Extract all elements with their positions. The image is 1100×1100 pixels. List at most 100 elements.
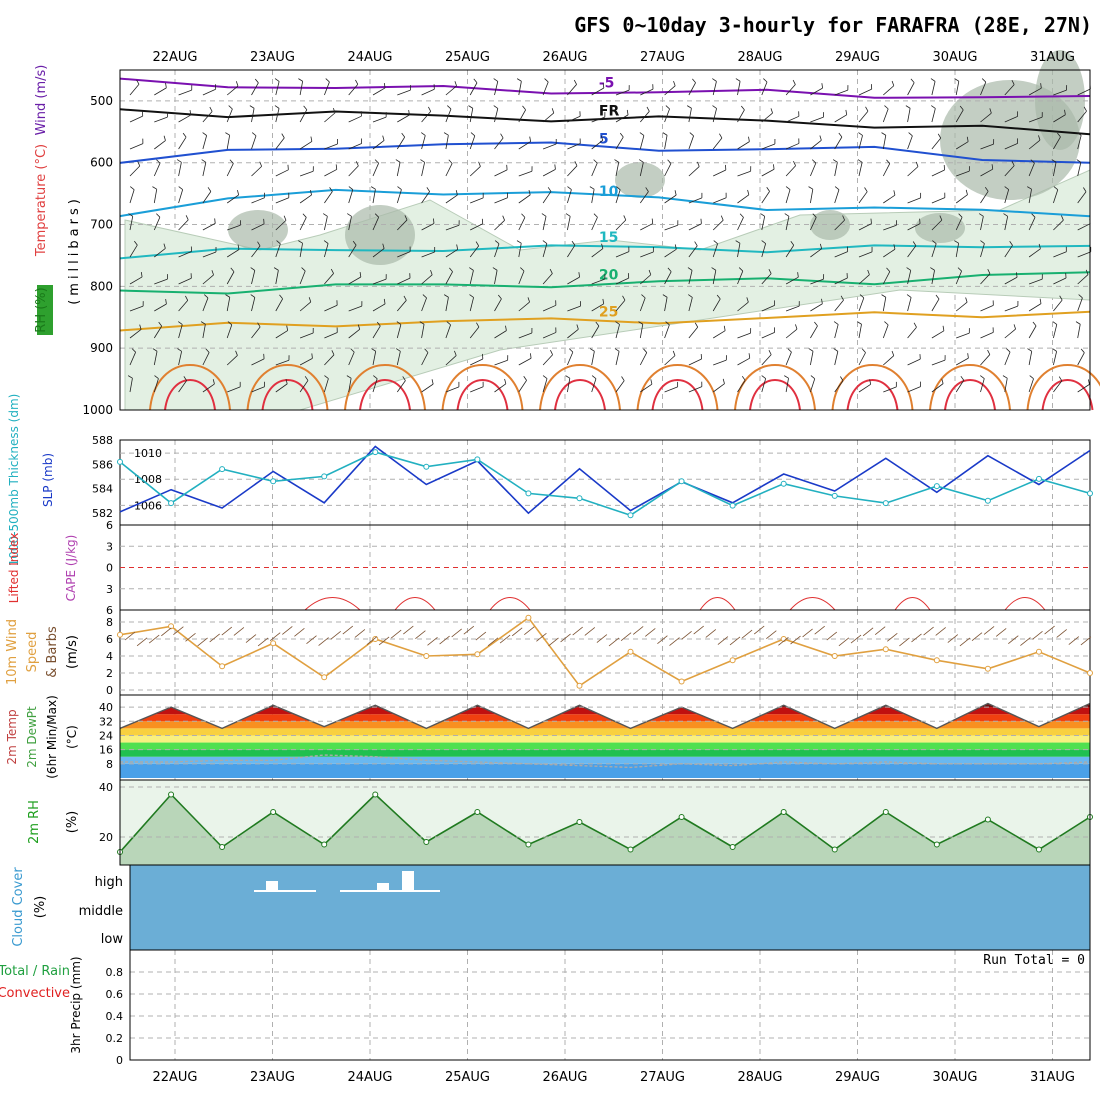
wind-barb-flag (760, 213, 765, 217)
wind-barb-flag (814, 321, 818, 327)
wind-barb (1004, 351, 1011, 366)
wind-barb (542, 273, 553, 285)
wind-barb-flag (230, 267, 235, 273)
date-label-top: 26AUG (542, 50, 587, 65)
wind-barb-flag (209, 106, 213, 112)
wind-barb (956, 170, 970, 177)
wind-barb (980, 243, 985, 258)
wind-barb-flag (207, 187, 212, 192)
wind-barb (1028, 248, 1041, 258)
temp-band (120, 756, 1090, 764)
wind-barb (955, 141, 969, 150)
wind-speed-line-point (729, 657, 736, 664)
wind-barb (834, 299, 844, 312)
wind-barb (883, 194, 896, 204)
wind-barb (251, 358, 265, 366)
wind-barb-flag (861, 348, 866, 353)
wind-barb-flag (694, 322, 699, 328)
date-label-top: 27AUG (640, 50, 685, 65)
wind-barb (542, 354, 553, 366)
wind-barb (275, 169, 289, 177)
wind-barb-flag (323, 240, 329, 244)
wind-barb-10m (802, 628, 813, 638)
wind-barb-flag (1002, 375, 1008, 379)
wind-barb (980, 168, 993, 177)
wind-barb (688, 82, 696, 96)
wind-barb-10m (645, 628, 656, 637)
wind-barb-flag (189, 110, 192, 116)
wind-barb-flag (667, 267, 672, 272)
wind-barb-10m (935, 627, 946, 636)
wind-barb-10m (282, 626, 293, 635)
wind-barb-10m (838, 637, 850, 647)
wind-barb-flag (402, 376, 406, 381)
wind-barb (154, 278, 168, 285)
wind-barb (518, 380, 527, 393)
thickness-line-point (576, 495, 583, 502)
wind-barb (494, 298, 502, 312)
wind-barb-flag (865, 106, 869, 112)
wind-barb (178, 380, 187, 393)
isotherm-35 (1041, 379, 1094, 411)
rh-line-point (984, 816, 991, 823)
wind-barb (129, 143, 144, 150)
wind-barb-flag (259, 161, 263, 167)
wind-barb-10m (778, 636, 789, 646)
wind-barb (737, 217, 744, 231)
wind-barb-flag (308, 297, 312, 303)
wind-barb (907, 223, 921, 231)
wind-barb-flag (547, 187, 552, 192)
wind-barb (1053, 277, 1067, 285)
wind-barb-flag (738, 267, 744, 272)
wind-barb-flag (228, 105, 233, 110)
wind-barb-10m (632, 626, 644, 635)
wind-barb-flag (797, 272, 799, 278)
wind-barb-flag (808, 186, 814, 190)
wind-barb (1028, 162, 1035, 177)
wind-barb-flag (761, 240, 766, 244)
cloud-level-label: middle (79, 904, 123, 919)
wind-barb-flag (139, 324, 142, 330)
panel-label: Wind (m/s) (34, 65, 49, 136)
isotherm-35 (651, 379, 704, 411)
wind-barb (202, 251, 217, 258)
wind-barb (542, 216, 547, 231)
isotherm-35 (456, 379, 509, 411)
wind-barb-flag (401, 132, 406, 138)
wind-barb (226, 271, 235, 285)
wind-barb (737, 332, 751, 339)
wind-barb-flag (773, 164, 775, 170)
cloud-bar (402, 871, 414, 891)
wind-barb (299, 332, 314, 339)
wind-barb-10m (887, 632, 898, 642)
wind-barb-flag (662, 132, 668, 136)
wind-barb (737, 301, 749, 312)
wind-barb-10m (753, 625, 765, 635)
temp-band (120, 714, 1090, 722)
wind-barb-flag (431, 379, 434, 385)
wind-barb (712, 108, 717, 123)
wind-barb (688, 197, 703, 204)
wind-barb-flag (688, 294, 693, 298)
wind-barb-10m (1080, 636, 1092, 646)
wind-barb-flag (893, 190, 896, 196)
wind-barb-10m (693, 625, 704, 635)
wind-barb (591, 248, 604, 258)
wind-barb-flag (614, 348, 620, 352)
date-label-top: 24AUG (347, 50, 392, 65)
wind-barb-flag (673, 80, 676, 86)
wind-barb (1028, 325, 1037, 339)
wind-barb (129, 352, 136, 366)
wind-barb-flag (127, 375, 133, 379)
panel-label: Total / Rain (0, 964, 70, 979)
wind-barb (396, 324, 402, 339)
wind-barb-flag (254, 78, 259, 84)
wind-barb (542, 143, 557, 150)
wind-barb (907, 270, 912, 285)
wind-barb (931, 243, 937, 258)
wind-barb-flag (350, 348, 355, 353)
wind-barb-flag (395, 348, 401, 352)
wind-barb-flag (643, 348, 648, 353)
wind-barb-flag (689, 132, 694, 137)
wind-barb (202, 383, 215, 393)
